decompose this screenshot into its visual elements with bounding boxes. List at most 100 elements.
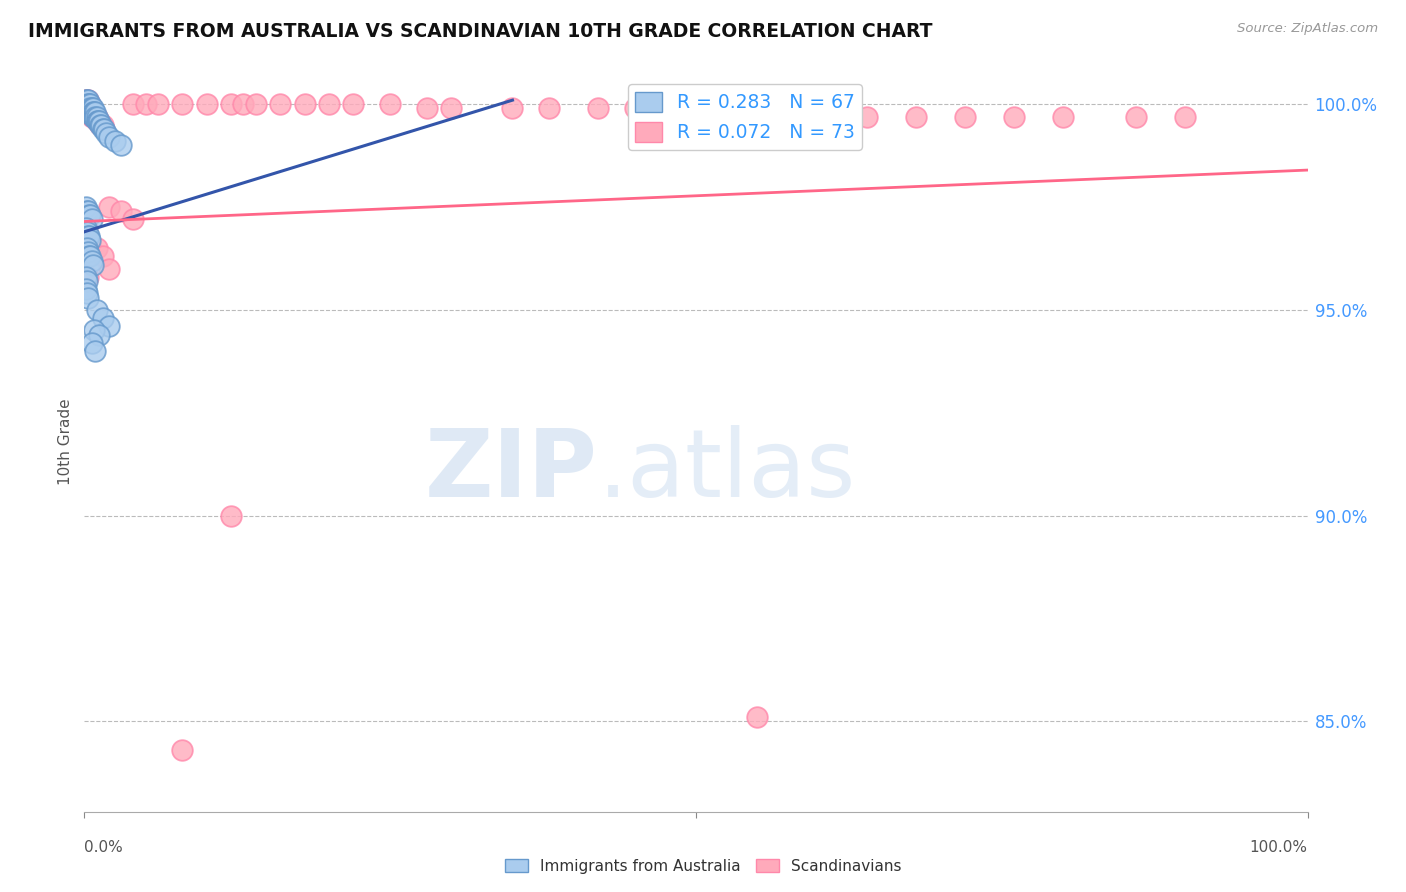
Point [75,282,97,296]
Point [90,118,112,132]
Point [104,134,127,148]
Point [77,105,100,120]
Point [77,208,100,222]
Point [80,105,103,120]
Point [80,110,103,124]
Point [75,93,97,107]
Point [77,101,100,115]
Point [77,291,100,305]
Point [75,200,97,214]
Point [172,743,194,757]
Point [77,105,100,120]
Point [79,250,101,264]
Point [1002,110,1025,124]
Point [84,110,107,124]
Point [82,105,104,120]
Point [77,101,100,115]
Point [77,97,100,112]
Point [953,110,976,124]
Point [91,122,114,136]
Point [83,110,105,124]
Text: 100.0%: 100.0% [1250,840,1308,855]
Point [87,113,110,128]
Legend: R = 0.283   N = 67, R = 0.072   N = 73: R = 0.283 N = 67, R = 0.072 N = 73 [628,85,862,150]
Point [747,710,769,724]
Text: IMMIGRANTS FROM AUSTRALIA VS SCANDINAVIAN 10TH GRADE CORRELATION CHART: IMMIGRANTS FROM AUSTRALIA VS SCANDINAVIA… [28,22,932,41]
Point [76,93,98,107]
Point [342,97,364,112]
Text: Source: ZipAtlas.com: Source: ZipAtlas.com [1237,22,1378,36]
Legend: Immigrants from Australia, Scandinavians: Immigrants from Australia, Scandinavians [499,853,907,880]
Point [82,110,104,124]
Point [79,208,101,222]
Point [77,228,100,243]
Point [79,97,101,112]
Point [110,138,132,153]
Point [709,105,731,120]
Point [76,274,98,288]
Point [79,105,101,120]
Point [76,101,98,115]
Point [294,97,316,112]
Point [76,101,98,115]
Point [77,228,100,243]
Point [76,97,98,112]
Point [97,261,120,276]
Point [75,97,97,112]
Point [77,105,100,120]
Point [75,270,97,285]
Point [77,105,100,120]
Point [538,101,561,115]
Point [82,105,104,120]
Point [91,118,114,132]
Point [93,122,115,136]
Point [269,97,291,112]
Point [77,101,100,115]
Point [219,508,242,523]
Point [82,258,104,272]
Point [77,97,100,112]
Point [416,101,439,115]
Point [1174,110,1197,124]
Point [1052,110,1074,124]
Point [80,335,103,350]
Point [807,105,830,120]
Point [76,225,98,239]
Point [86,113,108,128]
Point [76,241,98,255]
Point [89,118,111,132]
Point [82,101,104,115]
Text: .atlas: .atlas [598,425,856,517]
Point [83,110,105,124]
Point [97,319,120,334]
Point [195,97,218,112]
Point [76,286,98,301]
Point [502,101,524,115]
Point [97,200,120,214]
Point [758,105,780,120]
Point [83,105,105,120]
Point [77,228,100,243]
Point [80,212,103,227]
Point [76,97,98,112]
Point [122,212,145,227]
Point [87,113,110,128]
Point [79,97,101,112]
Point [146,97,169,112]
Point [905,110,928,124]
Point [86,113,108,128]
Point [76,220,98,235]
Point [122,97,145,112]
Point [79,105,101,120]
Point [245,97,267,112]
Point [87,113,110,128]
Point [79,101,101,115]
Point [82,110,104,124]
Point [80,253,103,268]
Point [77,93,100,107]
Point [1125,110,1147,124]
Point [84,105,107,120]
Point [75,93,97,107]
Point [86,110,108,124]
Y-axis label: 10th Grade: 10th Grade [58,398,73,485]
